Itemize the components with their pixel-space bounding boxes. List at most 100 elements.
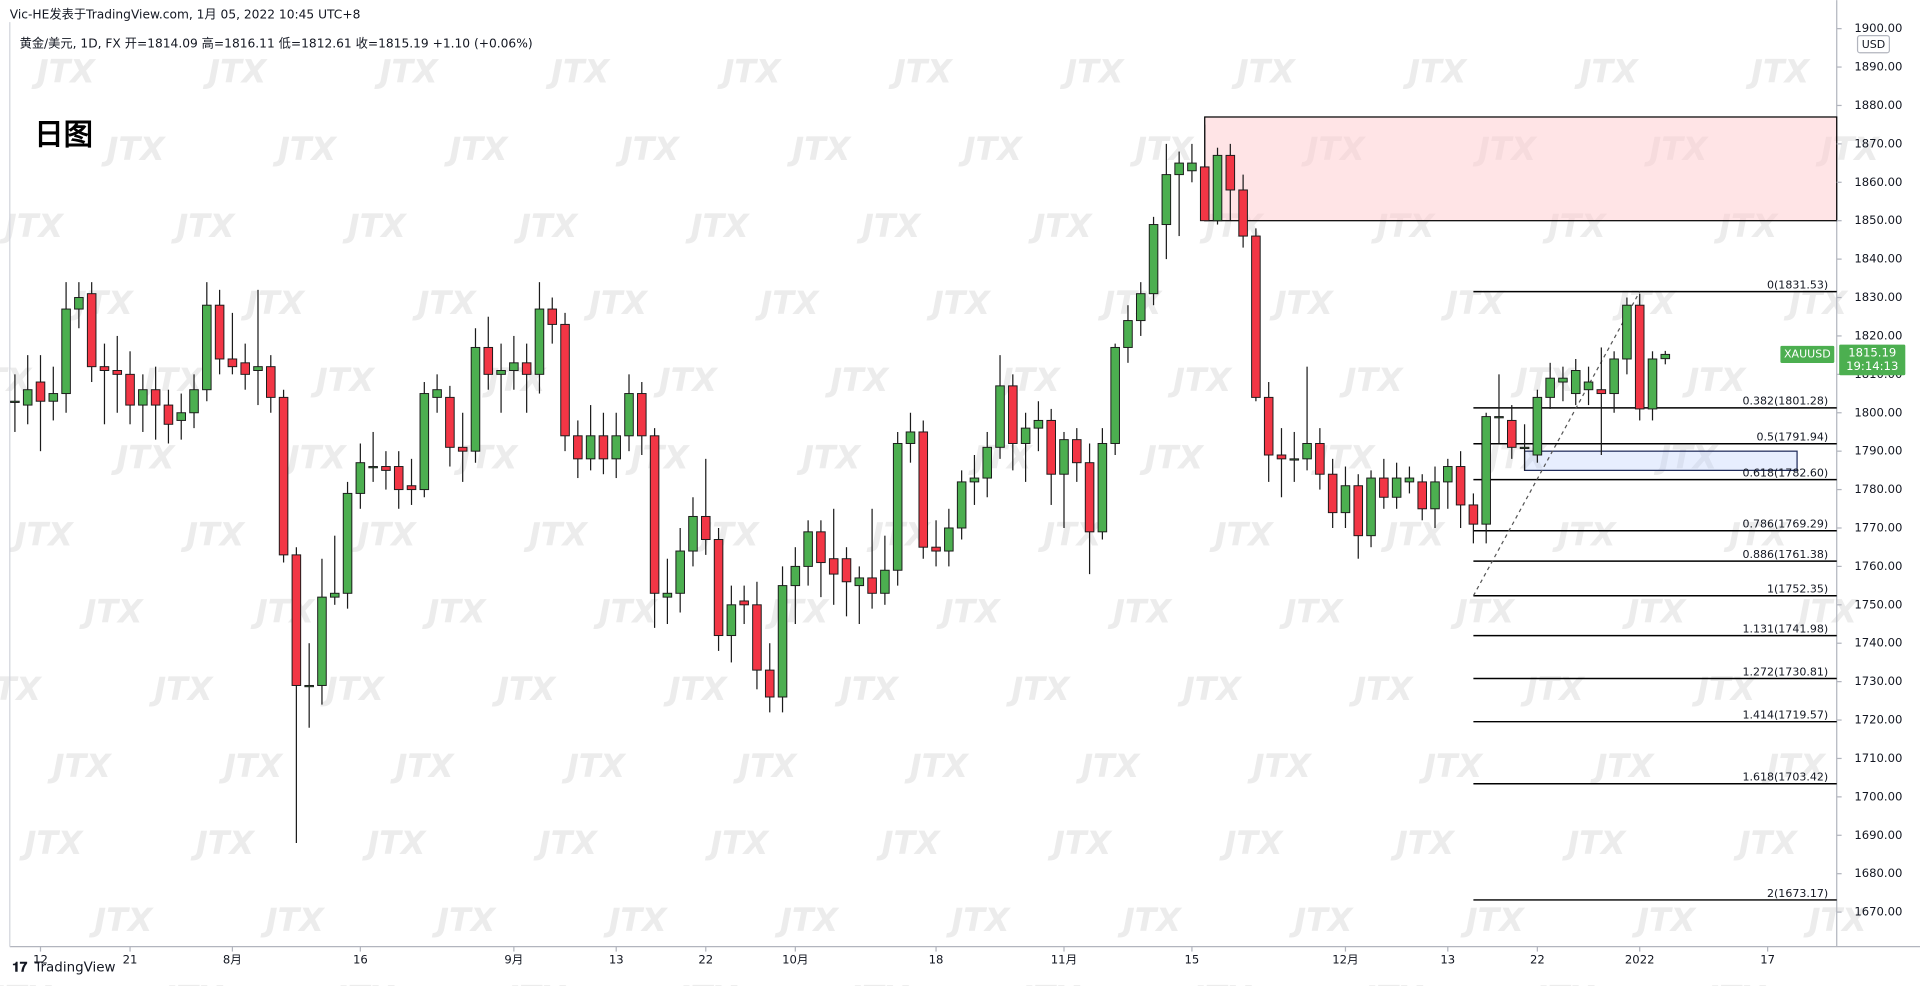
watermark: JTX	[1631, 901, 1697, 939]
candle-body	[1315, 442, 1325, 475]
chart-title: 日图	[34, 118, 93, 152]
watermark: JTX	[844, 978, 910, 986]
fib-label: 0.5(1791.94)	[1756, 431, 1828, 444]
x-tick-label: 22	[1530, 953, 1545, 967]
candle-body	[1148, 224, 1159, 295]
watermark: JTX	[501, 978, 567, 986]
candle-body	[1609, 358, 1619, 395]
watermark: JTX	[1761, 747, 1827, 785]
watermark: JTX	[282, 438, 348, 476]
fib-label: 0.382(1801.28)	[1742, 395, 1828, 408]
candle-body	[99, 366, 110, 371]
watermark: JTX	[412, 284, 478, 322]
candle-body	[944, 527, 954, 552]
candle-body	[1135, 293, 1146, 322]
watermark: JTX	[1278, 593, 1344, 631]
x-tick-label: 12	[33, 953, 48, 967]
candle-body	[1506, 419, 1517, 448]
watermark: JTX	[904, 747, 970, 785]
watermark: JTX	[996, 361, 1062, 399]
watermark: JTX	[218, 747, 284, 785]
watermark: JTX	[1027, 207, 1093, 245]
candle-body	[662, 592, 673, 598]
candle-body	[61, 308, 71, 395]
watermark: JTX	[583, 284, 649, 322]
y-tick-label: 1790.00	[1854, 444, 1902, 458]
candle-body	[790, 565, 801, 587]
watermark: JTX	[1139, 438, 1205, 476]
watermark: JTX	[1187, 978, 1253, 986]
watermark: JTX	[453, 438, 519, 476]
watermark: JTX	[764, 593, 830, 631]
candle-body	[534, 308, 545, 375]
watermark: JTX	[1440, 284, 1506, 322]
x-tick-label: 22	[698, 953, 713, 967]
watermark: JTX	[1117, 901, 1183, 939]
x-tick-label: 18	[929, 953, 944, 967]
candle-body	[368, 466, 378, 469]
candle-body	[1161, 174, 1172, 226]
candle-body	[828, 558, 839, 575]
watermark: JTX	[533, 824, 599, 862]
candle-body	[1020, 427, 1031, 444]
currency-box[interactable]	[1856, 35, 1891, 54]
candle-body	[1046, 419, 1056, 475]
y-tick-label: 1820.00	[1854, 328, 1902, 342]
watermark: JTX	[1418, 747, 1484, 785]
candle-body	[598, 435, 609, 460]
y-tick-label: 1700.00	[1854, 789, 1902, 803]
candle-body	[496, 370, 506, 375]
candle-body	[1084, 462, 1095, 533]
candle-body	[1622, 304, 1632, 360]
candle-body	[240, 362, 250, 375]
watermark: JTX	[1733, 824, 1799, 862]
candle-body	[573, 435, 583, 460]
candle-body	[1110, 346, 1120, 444]
watermark: JTX	[1358, 978, 1424, 986]
candle-body	[1558, 377, 1568, 383]
candle-body	[816, 531, 826, 564]
watermark: JTX	[421, 593, 487, 631]
y-tick-label: 1890.00	[1854, 60, 1902, 74]
watermark: JTX	[1402, 53, 1468, 91]
symbol-tag	[1780, 345, 1835, 363]
candle-body	[266, 366, 276, 398]
candle-body	[1033, 419, 1044, 429]
candle-body	[880, 569, 890, 594]
watermark: JTX	[672, 978, 738, 986]
watermark: JTX	[1793, 593, 1859, 631]
candle-body	[1251, 235, 1261, 398]
candle-body	[521, 362, 532, 375]
watermark: JTX	[1561, 824, 1627, 862]
candle-body	[1353, 485, 1364, 537]
candle-body	[1443, 466, 1453, 483]
watermark: JTX	[732, 747, 798, 785]
candle-body	[483, 346, 494, 375]
watermark: JTX	[615, 130, 681, 168]
watermark: JTX	[18, 824, 84, 862]
watermark: JTX	[9, 515, 75, 553]
watermark: JTX	[88, 901, 154, 939]
candle-body	[22, 389, 33, 406]
watermark: JTX	[513, 207, 579, 245]
watermark: JTX	[1047, 824, 1113, 862]
watermark: JTX	[796, 438, 862, 476]
watermark: JTX	[1552, 515, 1618, 553]
watermark: JTX	[1288, 901, 1354, 939]
candle-body	[995, 385, 1005, 448]
candle-body	[355, 462, 366, 494]
candle-body	[1097, 442, 1108, 533]
candle-body	[547, 308, 558, 325]
candle-body	[624, 393, 634, 437]
x-tick-label: 8月	[223, 953, 242, 967]
watermark: JTX	[1218, 824, 1284, 862]
y-tick-label: 1680.00	[1854, 866, 1902, 880]
watermark: JTX	[190, 824, 256, 862]
y-tick-label: 1880.00	[1854, 98, 1902, 112]
y-tick-label: 1730.00	[1854, 674, 1902, 688]
candle-body	[1455, 466, 1466, 506]
watermark: JTX	[443, 130, 509, 168]
zone	[1204, 116, 1838, 222]
candle-body	[138, 389, 148, 406]
watermark: JTX	[1075, 747, 1141, 785]
